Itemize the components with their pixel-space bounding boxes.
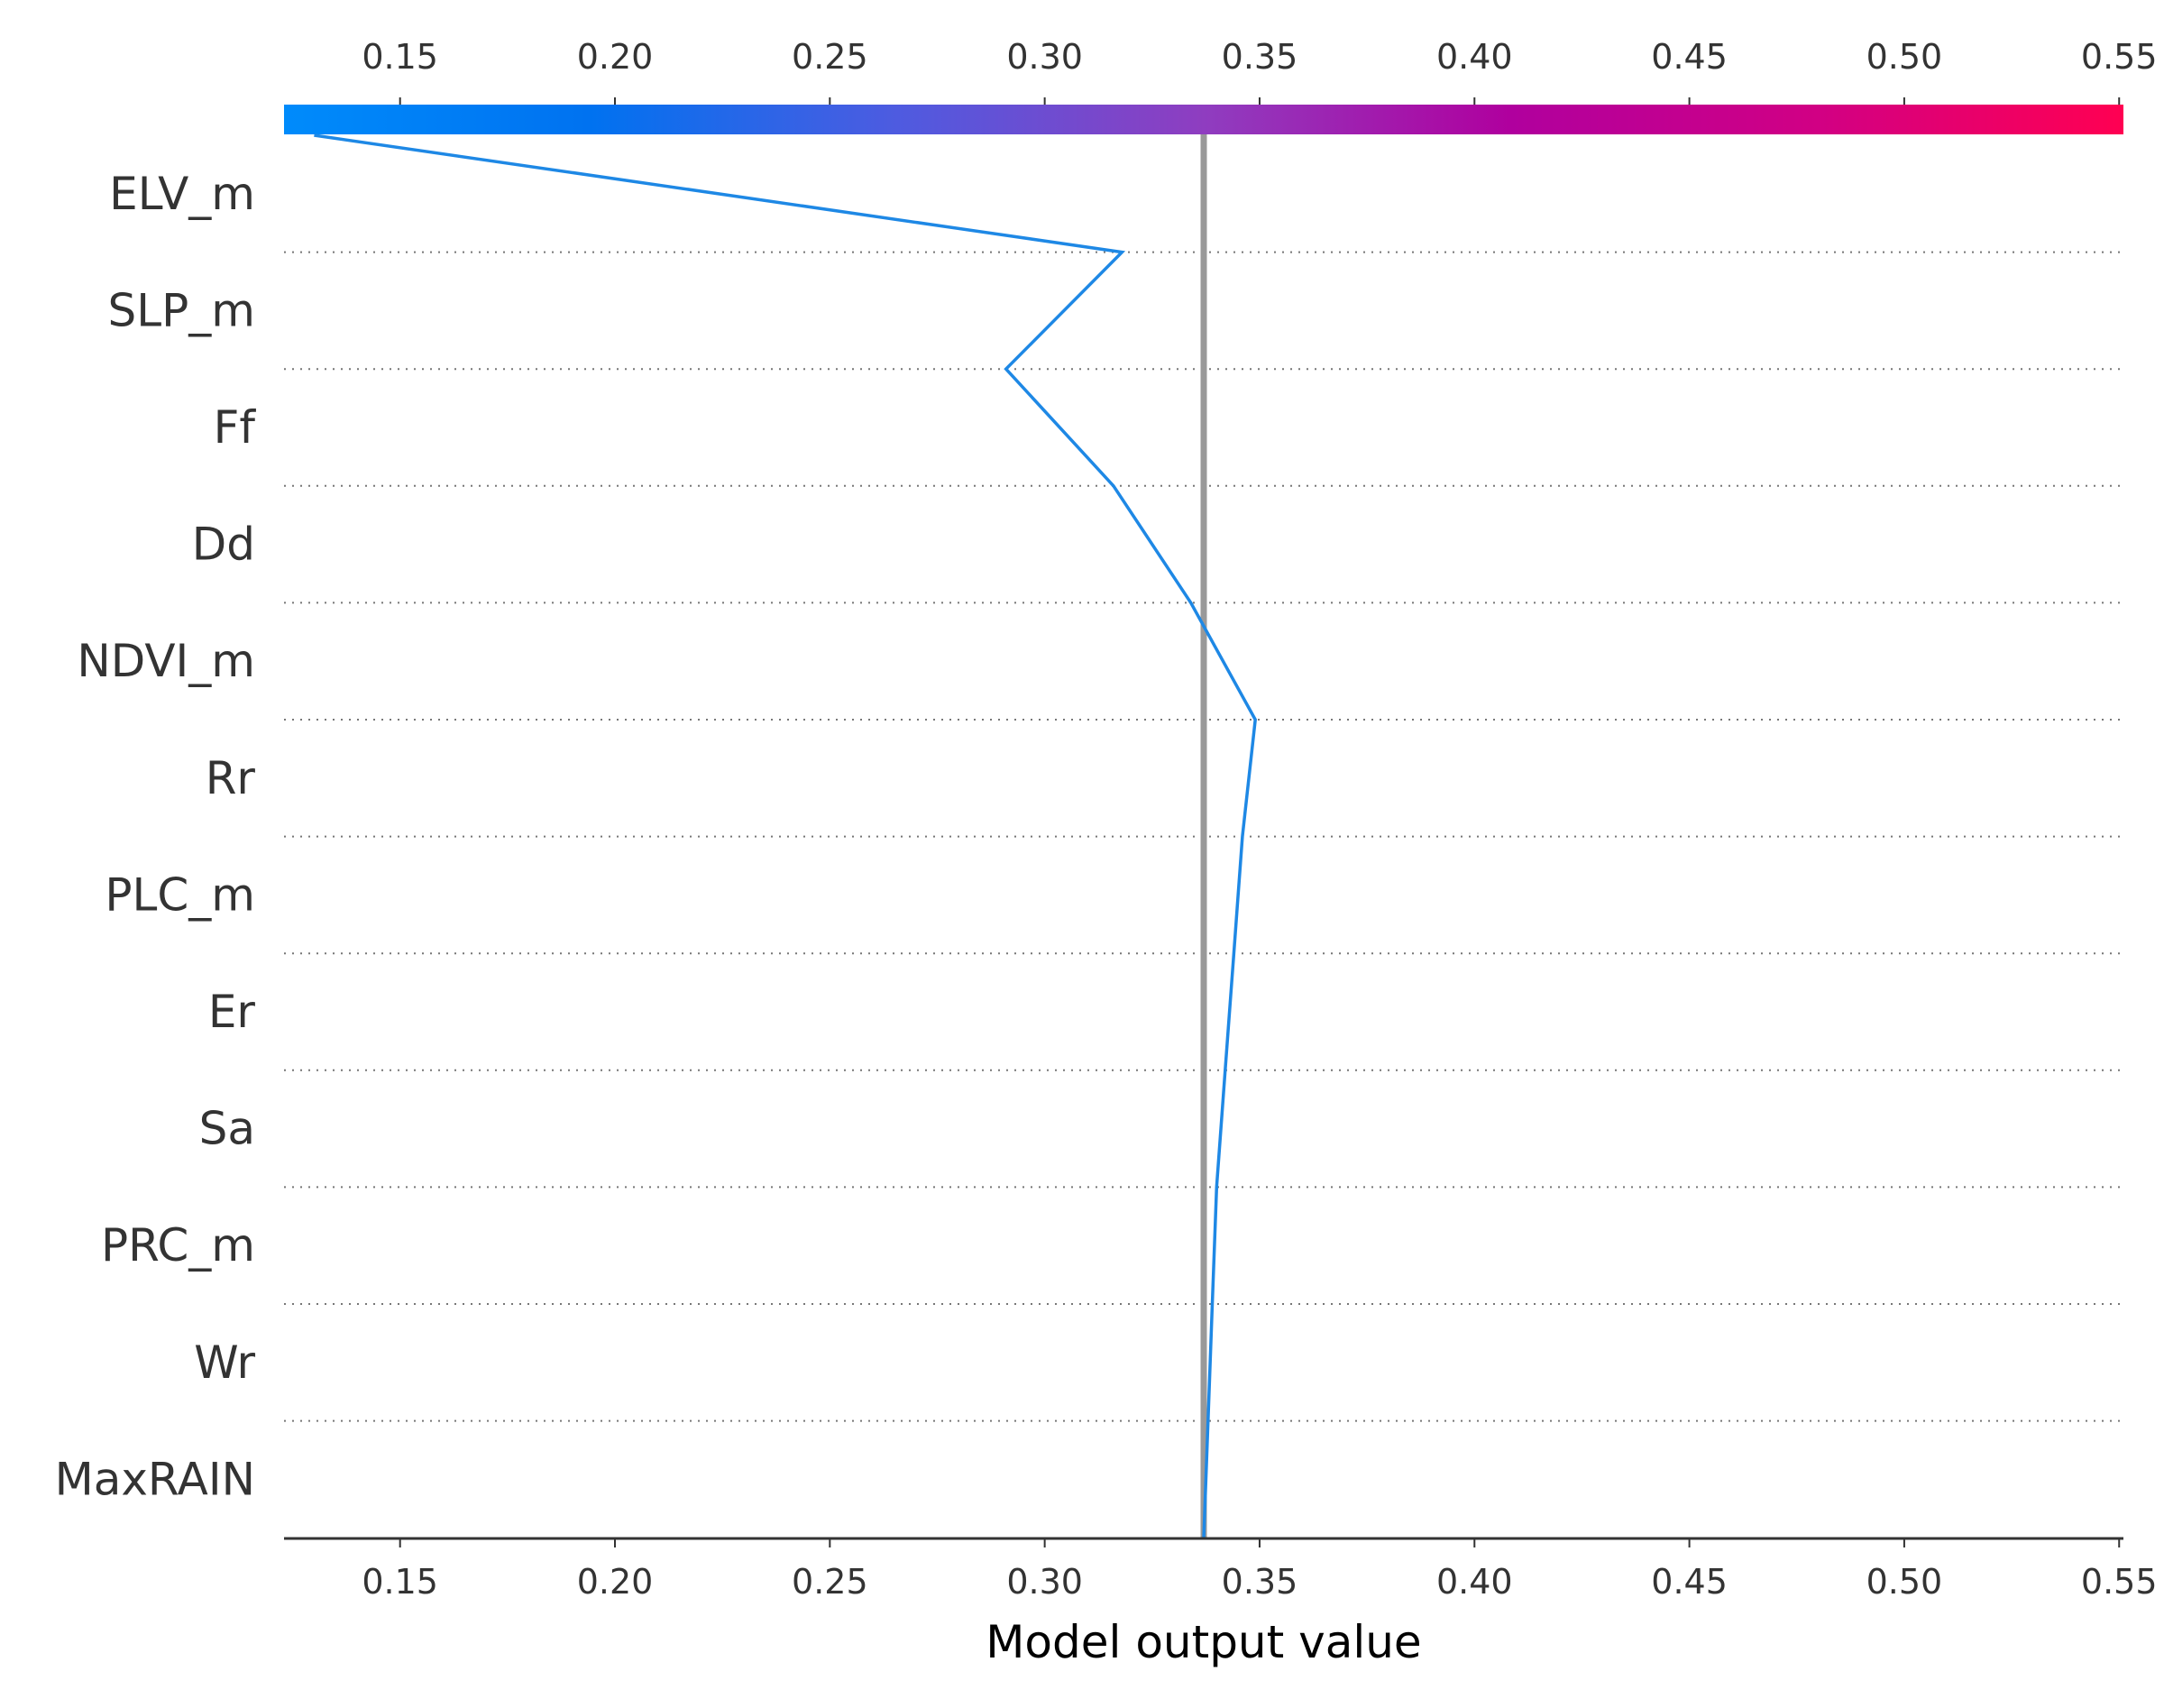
x-axis-title: Model output value [986, 1616, 1421, 1668]
top-tick-label: 0.40 [1436, 37, 1513, 77]
top-tick-label: 0.45 [1651, 37, 1728, 77]
feature-label: Wr [194, 1336, 255, 1389]
top-tick-label: 0.35 [1222, 37, 1298, 77]
top-tick-label: 0.50 [1866, 37, 1943, 77]
feature-label: MaxRAIN [55, 1453, 255, 1505]
feature-label: Er [208, 986, 256, 1038]
bottom-tick-label: 0.35 [1222, 1562, 1298, 1602]
top-tick-label: 0.15 [362, 37, 438, 77]
feature-label: Dd [192, 519, 255, 571]
top-tick-label: 0.25 [792, 37, 868, 77]
feature-label: SLP_m [108, 284, 255, 336]
bottom-tick-label: 0.30 [1006, 1562, 1083, 1602]
feature-label: PRC_m [101, 1219, 255, 1272]
feature-label: Ff [214, 401, 257, 454]
colorbar [284, 105, 2123, 134]
top-tick-label: 0.55 [2081, 37, 2158, 77]
feature-label: NDVI_m [77, 635, 255, 687]
feature-label: ELV_m [109, 168, 255, 220]
top-tick-label: 0.30 [1006, 37, 1083, 77]
bottom-tick-label: 0.25 [792, 1562, 868, 1602]
bottom-tick-label: 0.20 [577, 1562, 654, 1602]
bottom-axis: 0.15 0.20 0.25 0.30 0.35 0.40 0.45 0.50 0.55 [362, 1538, 2158, 1602]
top-axis: 0.15 0.20 0.25 0.30 0.35 0.40 0.45 0.50 0.55 [362, 37, 2158, 105]
bottom-tick-label: 0.50 [1866, 1562, 1943, 1602]
top-tick-label: 0.20 [577, 37, 654, 77]
bottom-tick-label: 0.55 [2081, 1562, 2158, 1602]
feature-label: Sa [199, 1103, 255, 1155]
decision-path-line [314, 133, 1258, 1539]
feature-label: PLC_m [105, 868, 255, 921]
feature-labels: ELV_m SLP_m Ff Dd NDVI_m Rr PLC_m Er Sa PRC_m Wr Ma… [55, 168, 257, 1506]
bottom-tick-label: 0.45 [1651, 1562, 1728, 1602]
bottom-tick-label: 0.15 [362, 1562, 438, 1602]
feature-label: Rr [206, 752, 256, 804]
bottom-tick-label: 0.40 [1436, 1562, 1513, 1602]
